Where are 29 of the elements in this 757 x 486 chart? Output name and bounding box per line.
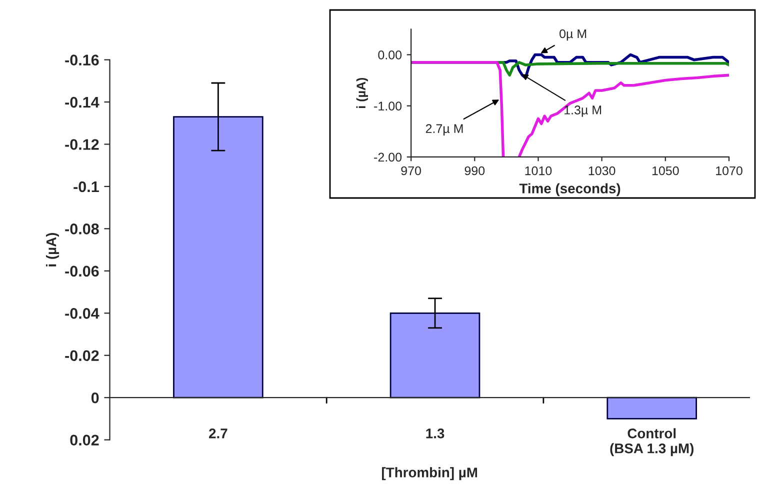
x-tick-label: 970 [401,166,421,176]
x-tick-label: Control (BSA 1.3 µM) [610,428,694,456]
y-tick-label: 0 [91,392,99,404]
y-axis-title: i (µA) [356,78,368,108]
y-tick-label: 0.00 [378,50,402,60]
annotation: 1.3µ M [564,106,602,117]
x-axis-title: [Thrombin] µM [382,467,478,480]
y-tick-label: -0.06 [65,266,99,277]
y-tick-label: 0.02 [70,434,99,446]
y-tick-label: -0.1 [74,181,99,192]
x-tick-label: 1030 [588,166,616,176]
y-tick-label: -0.04 [65,308,100,319]
y-tick-label: -0.12 [65,139,99,150]
x-tick-label: 1050 [652,166,679,176]
y-tick-label: -0.08 [65,224,99,234]
x-tick-label: 2.7 [209,428,228,438]
x-tick-label: 990 [464,166,485,176]
y-axis-title: i (µA) [46,232,59,266]
annotation: 2.7µ M [426,124,463,136]
x-tick-label: 1010 [525,166,552,176]
y-tick-label: -1.00 [374,102,402,111]
x-tick-label: 1.3 [426,428,444,438]
y-tick-label: -0.02 [65,350,99,362]
y-tick-label: -2.00 [374,152,402,162]
x-tick-label: 1070 [716,166,742,176]
y-tick-label: -0.14 [65,96,100,108]
y-tick-label: -0.16 [65,54,99,66]
annotation: 0µ M [560,29,586,41]
x-axis-title: Time (seconds) [519,183,620,196]
